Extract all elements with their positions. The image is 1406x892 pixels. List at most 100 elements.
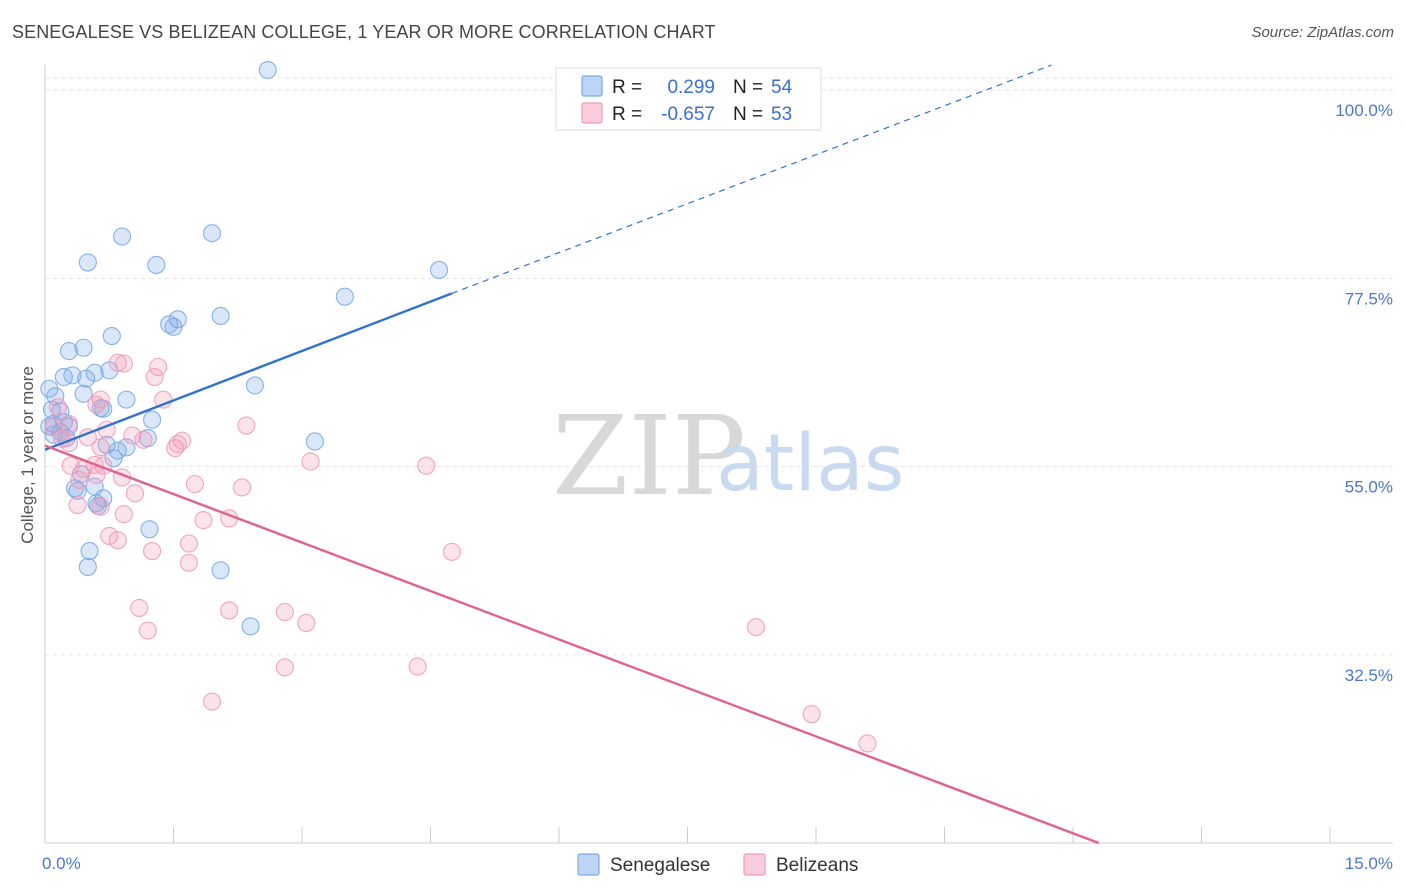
senegalese-point-18 bbox=[77, 369, 96, 388]
axes bbox=[44, 65, 1393, 844]
belizeans-point-38 bbox=[100, 526, 119, 546]
senegalese-point-6 bbox=[335, 287, 354, 306]
belizeans-point-43 bbox=[179, 553, 198, 572]
bottom-legend-swatch-senegalese bbox=[577, 853, 600, 876]
senegalese-point-13 bbox=[59, 342, 79, 361]
belizeans-point-54 bbox=[858, 734, 877, 753]
senegalese-point-52 bbox=[211, 561, 230, 580]
senegalese-point-0 bbox=[258, 60, 277, 80]
belizeans-point-12 bbox=[123, 426, 142, 445]
belizeans-point-44 bbox=[130, 598, 149, 617]
legend-n-value-2: 53 bbox=[771, 104, 792, 125]
senegalese-point-28 bbox=[143, 410, 162, 429]
belizeans-point-52 bbox=[203, 692, 222, 711]
belizeans-point-2 bbox=[149, 357, 168, 377]
belizeans-point-35 bbox=[114, 505, 133, 524]
senegalese-point-4 bbox=[147, 255, 166, 274]
legend-swatch-senegalese bbox=[581, 75, 603, 97]
legend-r-value-2: -0.657 bbox=[661, 104, 715, 125]
belizeans-point-29 bbox=[70, 470, 89, 489]
legend-n-label-1: N = bbox=[733, 77, 763, 98]
y-tick-label-0: 100.0% bbox=[1335, 101, 1393, 120]
belizeans-point-31 bbox=[232, 478, 252, 497]
belizeans-point-50 bbox=[275, 658, 294, 677]
belizeans-point-39 bbox=[108, 531, 127, 550]
legend-r-label-2: R = bbox=[612, 104, 642, 125]
watermark-zip: ZIP bbox=[552, 392, 746, 520]
belizeans-trend-line bbox=[44, 444, 1100, 845]
legend-swatch-belizeans bbox=[581, 102, 603, 124]
belizeans-point-30 bbox=[185, 475, 204, 494]
belizeans-point-47 bbox=[297, 613, 316, 633]
trend-lines bbox=[44, 64, 1100, 845]
data-points bbox=[40, 60, 877, 753]
legend-r-value-1: 0.299 bbox=[667, 77, 715, 98]
belizeans-point-15 bbox=[134, 430, 153, 449]
senegalese-trend-line bbox=[44, 292, 453, 451]
y-tick-labels: 100.0% 77.5% 55.0% 32.5% bbox=[1335, 101, 1393, 685]
chart-title: SENEGALESE VS BELIZEAN COLLEGE, 1 YEAR O… bbox=[12, 22, 716, 42]
bottom-legend-label-belizeans: Belizeans bbox=[776, 855, 858, 876]
legend-n-value-1: 54 bbox=[771, 77, 793, 98]
belizeans-point-27 bbox=[87, 465, 106, 484]
x-tick-min: 0.0% bbox=[42, 854, 81, 873]
belizeans-point-21 bbox=[301, 452, 320, 471]
senegalese-point-50 bbox=[80, 541, 99, 561]
y-tick-label-1: 77.5% bbox=[1345, 289, 1393, 308]
belizeans-point-48 bbox=[138, 621, 157, 640]
watermark-atlas: atlas bbox=[716, 419, 905, 509]
belizeans-point-41 bbox=[143, 541, 162, 561]
senegalese-point-20 bbox=[40, 379, 59, 398]
belizeans-point-51 bbox=[408, 657, 427, 676]
senegalese-point-3 bbox=[78, 253, 97, 272]
belizeans-point-19 bbox=[91, 438, 110, 457]
belizeans-point-33 bbox=[68, 495, 87, 515]
watermark: ZIP atlas bbox=[552, 392, 905, 520]
senegalese-point-5 bbox=[430, 260, 449, 280]
y-tick-label-3: 32.5% bbox=[1345, 666, 1393, 685]
belizeans-point-36 bbox=[194, 511, 213, 530]
belizeans-point-24 bbox=[417, 456, 436, 475]
source-credit: Source: ZipAtlas.com bbox=[1251, 24, 1394, 41]
belizeans-point-34 bbox=[91, 497, 110, 516]
senegalese-point-41 bbox=[104, 449, 123, 468]
belizeans-point-1 bbox=[114, 354, 133, 373]
legend-box: R = 0.299 N = 54 R = -0.657 N = 53 bbox=[555, 67, 822, 131]
belizeans-point-7 bbox=[48, 398, 67, 417]
senegalese-point-10 bbox=[164, 317, 183, 336]
belizeans-point-32 bbox=[125, 484, 144, 503]
belizeans-point-45 bbox=[220, 601, 239, 620]
senegalese-point-17 bbox=[54, 367, 73, 387]
belizeans-point-49 bbox=[746, 618, 766, 637]
bottom-legend: Senegalese Belizeans bbox=[577, 853, 858, 876]
grid bbox=[45, 77, 1393, 656]
belizeans-point-42 bbox=[442, 542, 461, 561]
senegalese-point-12 bbox=[74, 338, 93, 357]
belizeans-point-0 bbox=[108, 353, 127, 372]
y-tick-label-2: 55.0% bbox=[1345, 478, 1393, 497]
belizeans-point-3 bbox=[145, 367, 164, 387]
legend-r-label-1: R = bbox=[612, 77, 642, 98]
senegalese-trend-extension bbox=[451, 64, 1052, 294]
senegalese-point-1 bbox=[113, 227, 132, 246]
y-axis-label: College, 1 year or more bbox=[18, 366, 37, 544]
belizeans-point-6 bbox=[87, 395, 106, 414]
senegalese-point-23 bbox=[117, 390, 136, 409]
belizeans-point-40 bbox=[179, 534, 198, 553]
bottom-legend-swatch-belizeans bbox=[743, 853, 766, 876]
belizeans-point-20 bbox=[166, 439, 185, 458]
legend-n-label-2: N = bbox=[733, 104, 763, 125]
senegalese-point-2 bbox=[203, 224, 222, 243]
belizeans-point-53 bbox=[802, 705, 821, 724]
senegalese-point-11 bbox=[102, 326, 121, 346]
senegalese-point-37 bbox=[305, 432, 324, 451]
belizeans-point-8 bbox=[59, 414, 79, 433]
bottom-legend-label-senegalese: Senegalese bbox=[610, 855, 710, 876]
senegalese-point-51 bbox=[78, 557, 97, 576]
belizeans-point-46 bbox=[275, 603, 294, 622]
senegalese-point-49 bbox=[140, 520, 159, 539]
senegalese-point-7 bbox=[211, 306, 230, 326]
belizeans-point-9 bbox=[237, 416, 256, 435]
senegalese-point-19 bbox=[245, 376, 264, 395]
